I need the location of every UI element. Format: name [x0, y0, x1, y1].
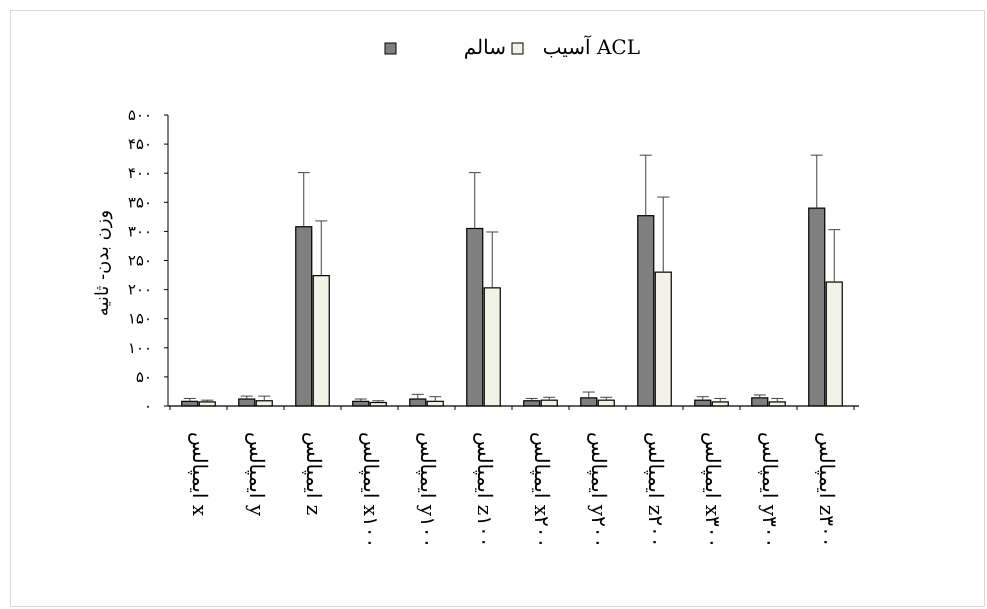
y-tick-label: ۲۰۰	[128, 281, 152, 299]
bar	[352, 400, 370, 407]
bars	[181, 154, 843, 407]
y-tick-label: ۴۵۰	[128, 135, 152, 153]
bar	[181, 400, 199, 407]
y-tick-label: ۳۰۰	[128, 222, 152, 240]
bar	[312, 275, 330, 407]
legend-label-healthy: سالم	[464, 35, 506, 59]
x-tick-label: ایمپالس x	[188, 432, 212, 517]
x-tick-label: ایمپالس y۳۰۰	[758, 432, 782, 548]
bar	[483, 287, 501, 407]
legend-swatch-acl	[511, 42, 524, 55]
bar	[808, 207, 826, 407]
bar	[523, 400, 541, 407]
x-tick-label: ایمپالس x۳۰۰	[701, 432, 725, 548]
bar	[768, 401, 786, 407]
x-axis: ایمپالس x ایمپالس y ایمپالس z ایمپالس x۱۰۰ ا…	[168, 405, 859, 548]
x-tick-label: ایمپالس y	[245, 432, 269, 517]
bar	[198, 401, 216, 407]
bar	[711, 401, 729, 407]
legend: آسیب ACL سالم	[384, 35, 640, 59]
x-tick-label: ایمپالس y۲۰۰	[587, 432, 611, 548]
y-tick-label: ۲۵۰	[128, 252, 152, 270]
bar	[654, 271, 672, 407]
bar	[694, 399, 712, 407]
bar	[255, 400, 273, 407]
x-tick-label: ایمپالس z۲۰۰	[644, 432, 668, 548]
y-tick-label: ۵۰	[136, 368, 152, 386]
bar	[295, 226, 313, 407]
bar	[825, 281, 843, 407]
bar	[580, 397, 598, 407]
bar	[409, 398, 427, 407]
y-tick-label: ۵۰۰	[128, 106, 152, 124]
y-tick-label: ۱۰۰	[128, 339, 152, 357]
y-axis-label: وزن بدن- ثانیه	[92, 210, 113, 316]
x-tick-label: ایمپالس y۱۰۰	[416, 432, 440, 548]
x-tick-label: ایمپالس z	[302, 432, 326, 515]
x-tick-label: ایمپالس x۱۰۰	[359, 432, 383, 548]
y-tick-label: ۱۵۰	[128, 310, 152, 328]
x-tick-label: ایمپالس z۳۰۰	[815, 432, 839, 548]
bar	[637, 215, 655, 407]
bar	[466, 227, 484, 407]
y-tick-label: ۳۵۰	[128, 193, 152, 211]
legend-label-acl: آسیب ACL	[543, 35, 640, 59]
bar	[597, 399, 615, 407]
bar	[751, 397, 769, 407]
y-axis: ۰ ۵۰ ۱۰۰ ۱۵۰ ۲۰۰ ۲۵۰ ۳۰۰ ۳۵۰ ۴۰۰ ۴۵۰ ۵۰۰	[128, 106, 169, 415]
bar	[426, 400, 444, 407]
y-tick-label: ۰	[144, 397, 152, 415]
y-tick-label: ۴۰۰	[128, 164, 152, 182]
bar	[540, 399, 558, 407]
x-tick-label: ایمپالس z۱۰۰	[473, 432, 497, 548]
x-tick-label: ایمپالس x۲۰۰	[530, 432, 554, 548]
bar	[238, 398, 256, 407]
legend-swatch-healthy	[384, 42, 397, 55]
